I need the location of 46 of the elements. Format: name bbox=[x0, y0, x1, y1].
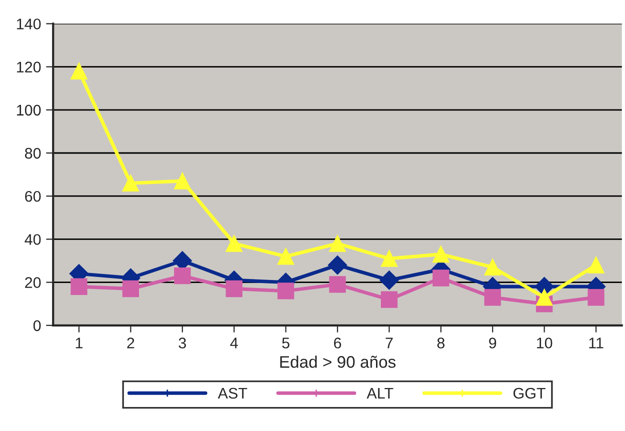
y-tick-label: 100 bbox=[16, 104, 41, 116]
y-tick-label: 140 bbox=[16, 18, 41, 30]
x-tick-label: 6 bbox=[334, 338, 342, 348]
x-axis-title: Edad > 90 años bbox=[280, 356, 396, 368]
point bbox=[122, 280, 140, 298]
x-tick-label: 3 bbox=[178, 338, 186, 348]
point bbox=[226, 235, 242, 252]
point bbox=[328, 256, 348, 275]
point bbox=[226, 280, 242, 298]
point bbox=[122, 174, 140, 192]
point bbox=[329, 235, 346, 252]
point bbox=[277, 282, 294, 300]
legend-label: AST bbox=[218, 388, 248, 399]
point bbox=[70, 62, 88, 80]
point bbox=[70, 278, 88, 295]
x-tick-label: 2 bbox=[127, 338, 134, 348]
x-tick-label: 5 bbox=[282, 338, 290, 348]
y-tick-label: 120 bbox=[16, 62, 41, 72]
point bbox=[536, 289, 553, 306]
x-tick-label: 4 bbox=[230, 338, 238, 348]
point bbox=[588, 289, 604, 306]
point bbox=[329, 276, 346, 293]
x-tick-label: 10 bbox=[536, 338, 552, 348]
y-tick-label: 40 bbox=[24, 234, 41, 245]
legend-label: ALT bbox=[366, 388, 394, 398]
point bbox=[432, 270, 450, 286]
point bbox=[174, 268, 191, 284]
y-tick-label: 80 bbox=[24, 148, 41, 159]
point bbox=[484, 258, 501, 276]
x-tick-label: 9 bbox=[489, 338, 496, 348]
x-tick-label: 11 bbox=[589, 338, 604, 348]
point bbox=[174, 172, 191, 190]
x-tick-label: 7 bbox=[386, 338, 393, 348]
point bbox=[588, 256, 604, 274]
point bbox=[277, 248, 294, 265]
legend-label: GGT bbox=[513, 388, 546, 399]
y-tick-label: 60 bbox=[25, 190, 41, 202]
x-tick-label: 1 bbox=[76, 338, 82, 348]
point bbox=[380, 250, 398, 267]
point bbox=[380, 291, 398, 308]
y-tick-label: 20 bbox=[25, 277, 41, 288]
point bbox=[380, 270, 399, 290]
point bbox=[484, 289, 501, 306]
point bbox=[432, 246, 450, 263]
y-tick-label: 0 bbox=[33, 320, 41, 332]
x-tick-label: 8 bbox=[437, 338, 444, 348]
